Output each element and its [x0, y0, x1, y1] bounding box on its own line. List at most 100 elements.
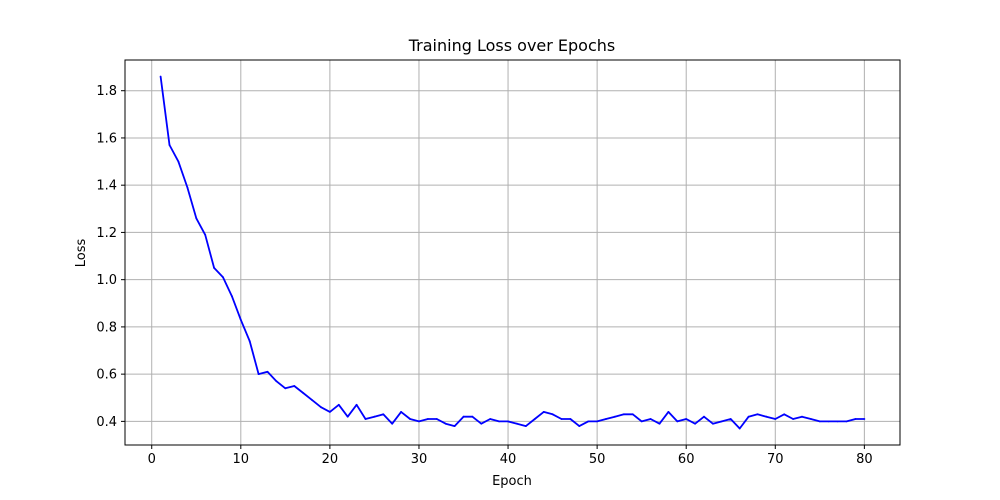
data-point — [818, 420, 821, 423]
x-tick-label: 10 — [233, 452, 250, 467]
data-point — [507, 420, 509, 423]
data-point — [765, 415, 768, 418]
data-point — [729, 418, 732, 420]
data-point — [186, 186, 189, 189]
y-tick-label: 1.6 — [96, 131, 117, 146]
data-point — [489, 418, 492, 420]
series-line — [159, 76, 865, 430]
data-point — [257, 373, 260, 375]
plot-frame — [124, 59, 901, 446]
data-point — [756, 413, 759, 416]
data-point — [516, 422, 518, 425]
data-point — [836, 420, 839, 423]
data-point — [827, 420, 830, 423]
y-axis-label: Loss — [74, 239, 89, 268]
data-point — [783, 413, 786, 416]
data-point — [810, 418, 812, 420]
ticks-layer: 0 10 20 30 40 50 60 70 80 0.4 0.6 0.8 1.0 1.2 1.4 1.6 1.… — [96, 84, 872, 467]
data-point — [275, 380, 278, 383]
data-point — [239, 318, 242, 321]
data-point — [694, 422, 696, 425]
data-point — [792, 418, 794, 420]
data-point — [453, 425, 456, 427]
data-point — [168, 144, 171, 146]
data-point — [320, 406, 322, 409]
x-tick-label: 60 — [678, 452, 695, 467]
data-point — [266, 370, 269, 373]
y-tick-label: 1.8 — [96, 84, 117, 99]
data-point — [311, 399, 313, 401]
data-point — [355, 403, 358, 406]
data-point — [302, 392, 305, 394]
chart-title: Training Loss over Epochs — [408, 36, 616, 55]
x-tick-label: 30 — [411, 452, 428, 467]
x-tick-label: 80 — [856, 452, 873, 467]
data-point — [213, 267, 216, 269]
data-point — [498, 420, 500, 423]
data-point — [703, 415, 705, 418]
data-point — [248, 340, 251, 342]
data-point — [667, 411, 670, 413]
data-point — [373, 415, 376, 418]
data-point — [533, 418, 536, 420]
data-point — [471, 415, 474, 418]
data-point — [418, 420, 420, 423]
data-point — [614, 415, 616, 418]
data-point — [658, 422, 661, 425]
data-point — [427, 418, 429, 420]
data-point — [177, 160, 180, 163]
data-point — [640, 420, 643, 423]
x-tick-label: 50 — [589, 452, 606, 467]
y-tick-label: 1.0 — [96, 273, 117, 288]
data-point — [382, 413, 385, 416]
data-point — [391, 422, 394, 425]
data-point — [774, 418, 777, 420]
data-point — [195, 217, 198, 220]
data-point — [747, 415, 750, 418]
data-point — [845, 420, 848, 423]
data-point — [720, 420, 723, 423]
y-tick-label: 1.4 — [96, 179, 117, 194]
data-point — [293, 385, 296, 387]
data-point — [551, 413, 554, 416]
data-point — [525, 425, 527, 427]
data-point — [329, 411, 331, 413]
x-tick-label: 0 — [148, 452, 156, 467]
data-point — [587, 420, 590, 423]
data-point — [569, 418, 572, 420]
y-tick-label: 0.6 — [96, 368, 117, 383]
y-tick-label: 0.8 — [96, 320, 117, 335]
data-point — [623, 413, 625, 416]
data-point — [649, 418, 652, 420]
x-axis-label: Epoch — [492, 474, 532, 489]
x-tick-label: 40 — [500, 452, 517, 467]
data-point — [222, 276, 224, 279]
data-point — [444, 422, 447, 425]
data-point — [231, 295, 233, 298]
data-point — [631, 413, 634, 416]
data-point — [409, 418, 411, 420]
data-point — [863, 418, 866, 420]
data-point — [801, 415, 803, 418]
data-point — [480, 422, 483, 425]
series-layer — [159, 75, 866, 430]
y-tick-label: 1.2 — [96, 226, 117, 241]
data-point — [204, 233, 207, 236]
data-point — [346, 415, 349, 418]
y-tick-label: 0.4 — [96, 415, 117, 430]
data-point — [542, 411, 545, 413]
grid-layer — [125, 60, 900, 445]
x-tick-label: 20 — [322, 452, 339, 467]
data-point — [462, 415, 465, 418]
data-point — [337, 403, 340, 406]
data-point — [685, 418, 688, 420]
data-point — [435, 418, 438, 420]
data-point — [712, 422, 714, 425]
data-point — [738, 427, 741, 430]
data-point — [364, 418, 367, 420]
data-point — [578, 425, 581, 427]
data-point — [560, 418, 563, 420]
data-point — [400, 411, 402, 413]
